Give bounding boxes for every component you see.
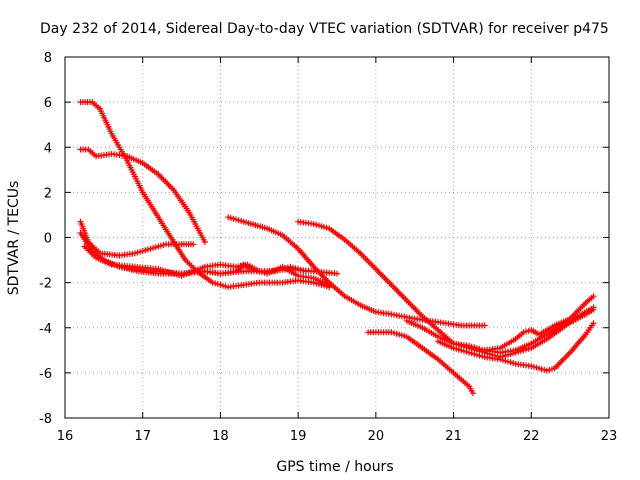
data-point: [523, 346, 530, 353]
data-point: [507, 359, 514, 366]
data-point: [528, 363, 535, 370]
chart-title: Day 232 of 2014, Sidereal Day-to-day VTE…: [40, 21, 609, 37]
data-point: [590, 293, 597, 300]
x-tick-label: 19: [290, 429, 307, 444]
y-tick-label: -6: [39, 367, 52, 382]
series-track-10: [365, 329, 476, 397]
ticks: [64, 56, 610, 419]
x-tick-label: 16: [57, 429, 74, 444]
series-track-12: [481, 293, 597, 354]
x-tick-label: 17: [134, 429, 151, 444]
series-track-7: [225, 214, 488, 329]
series-layer: [77, 99, 597, 397]
y-tick-label: 0: [44, 232, 52, 247]
data-point: [302, 268, 309, 275]
data-point: [470, 390, 476, 397]
data-point: [201, 239, 208, 245]
data-point: [590, 306, 597, 313]
y-tick-label: -2: [39, 277, 52, 292]
data-point: [590, 320, 597, 327]
x-tick-label: 22: [523, 429, 540, 444]
x-tick-label: 23: [601, 429, 618, 444]
y-tick-label: -8: [39, 412, 52, 427]
x-tick-label: 20: [368, 429, 385, 444]
y-tick-label: 8: [44, 51, 52, 66]
x-tick-label: 21: [445, 429, 462, 444]
y-tick-label: -4: [39, 322, 52, 337]
grid: [65, 57, 609, 418]
series-track-2: [77, 146, 208, 245]
y-tick-label: 2: [44, 186, 52, 201]
x-axis-label: GPS time / hours: [276, 459, 393, 475]
data-point: [481, 322, 488, 329]
y-axis-label: SDTVAR / TECUs: [6, 181, 22, 296]
data-point: [538, 366, 545, 373]
series-track-11: [435, 320, 597, 374]
y-tick-label: 6: [44, 96, 52, 111]
data-point: [523, 328, 530, 335]
data-point: [543, 367, 550, 374]
y-tick-label: 4: [44, 141, 52, 156]
data-point: [334, 270, 340, 277]
tick-labels: 16 17 18 19 20 21 22 23 -8 -6 -4 -2 0 2 4 6 8: [39, 51, 617, 444]
data-point: [190, 241, 197, 248]
x-tick-label: 18: [212, 429, 229, 444]
